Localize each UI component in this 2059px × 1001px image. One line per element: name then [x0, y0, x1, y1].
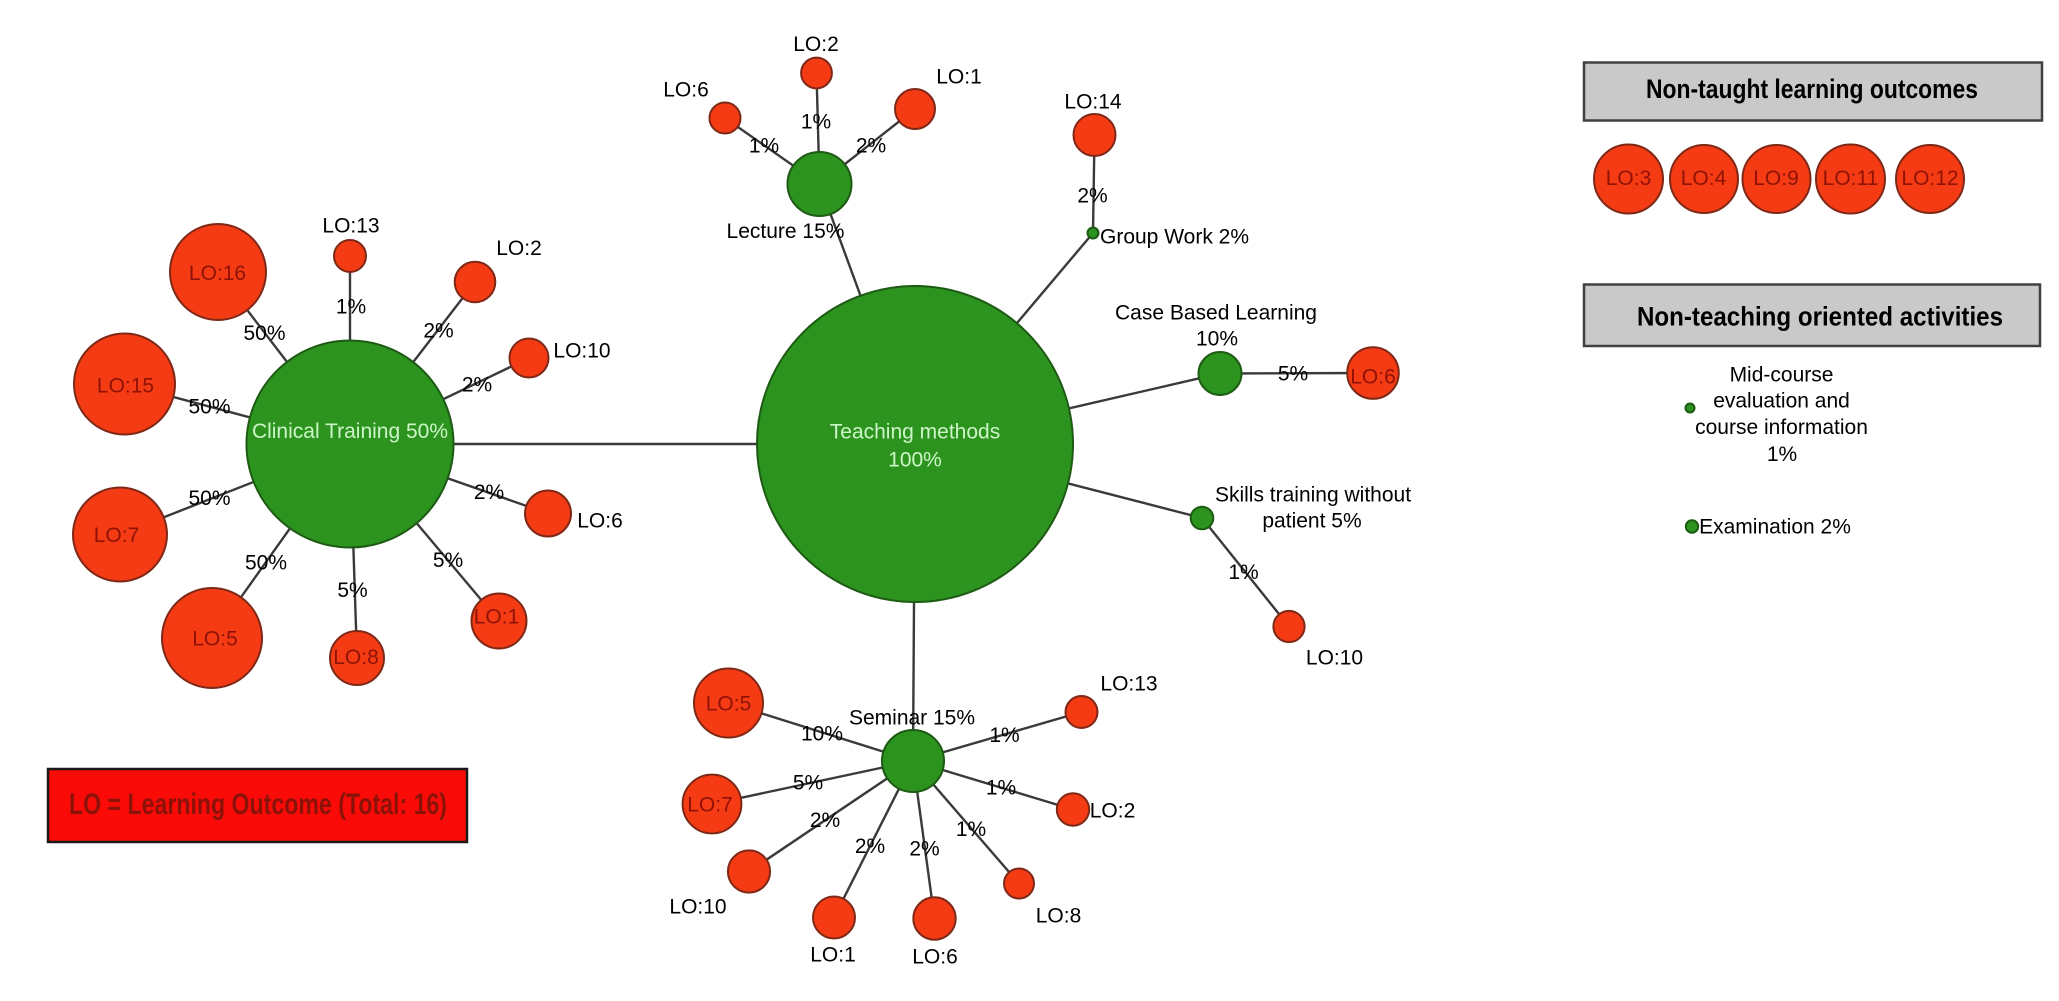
svg-text:50%: 50% — [188, 396, 230, 419]
svg-text:50%: 50% — [245, 552, 287, 575]
svg-text:LO = Learning Outcome (Total:: LO = Learning Outcome (Total: 16) — [69, 788, 447, 821]
svg-text:50%: 50% — [243, 322, 285, 345]
svg-text:1%: 1% — [336, 296, 366, 319]
svg-text:2%: 2% — [810, 809, 840, 832]
svg-text:50%: 50% — [188, 487, 230, 510]
svg-text:1%: 1% — [989, 724, 1019, 747]
svg-text:2%: 2% — [909, 838, 939, 861]
svg-text:Non-teaching oriented activiti: Non-teaching oriented activities — [1637, 302, 2003, 332]
svg-text:2%: 2% — [423, 320, 453, 343]
svg-text:LO:3: LO:3 — [1606, 167, 1652, 190]
svg-text:LO:13: LO:13 — [1100, 673, 1157, 696]
svg-text:2%: 2% — [474, 481, 504, 504]
svg-text:Case Based Learning: Case Based Learning — [1115, 302, 1317, 325]
svg-text:Teaching methods: Teaching methods — [830, 421, 1000, 444]
svg-text:5%: 5% — [433, 549, 463, 572]
svg-text:LO:12: LO:12 — [1901, 167, 1958, 190]
svg-text:Group Work 2%: Group Work 2% — [1100, 226, 1249, 249]
svg-text:LO:10: LO:10 — [553, 340, 610, 363]
svg-text:course information: course information — [1695, 416, 1868, 439]
svg-text:LO:2: LO:2 — [793, 33, 839, 56]
svg-text:LO:10: LO:10 — [669, 896, 726, 919]
svg-text:LO:2: LO:2 — [1090, 800, 1136, 823]
svg-text:Clinical Training 50%: Clinical Training 50% — [252, 420, 448, 443]
svg-text:2%: 2% — [1077, 185, 1107, 208]
svg-text:LO:5: LO:5 — [706, 693, 752, 716]
svg-text:LO:9: LO:9 — [1753, 167, 1799, 190]
svg-text:5%: 5% — [793, 772, 823, 795]
svg-text:LO:6: LO:6 — [577, 510, 623, 533]
svg-text:1%: 1% — [749, 135, 779, 158]
svg-text:1%: 1% — [956, 818, 986, 841]
svg-text:LO:7: LO:7 — [687, 794, 733, 817]
svg-text:LO:6: LO:6 — [1350, 366, 1396, 389]
svg-text:2%: 2% — [856, 135, 886, 158]
svg-text:1%: 1% — [1228, 561, 1258, 584]
svg-text:LO:16: LO:16 — [189, 262, 246, 285]
svg-text:5%: 5% — [1278, 363, 1308, 386]
svg-text:Seminar 15%: Seminar 15% — [849, 707, 975, 730]
svg-text:Lecture 15%: Lecture 15% — [727, 220, 845, 243]
svg-text:LO:8: LO:8 — [1036, 905, 1082, 928]
svg-text:10%: 10% — [1196, 328, 1238, 351]
svg-text:1%: 1% — [801, 111, 831, 134]
svg-text:2%: 2% — [855, 835, 885, 858]
svg-text:LO:2: LO:2 — [496, 237, 542, 260]
svg-text:LO:6: LO:6 — [912, 946, 958, 969]
svg-text:2%: 2% — [462, 374, 492, 397]
svg-text:LO:1: LO:1 — [936, 66, 982, 89]
svg-text:evaluation and: evaluation and — [1713, 390, 1850, 413]
svg-text:1%: 1% — [1767, 443, 1797, 466]
svg-text:LO:4: LO:4 — [1681, 167, 1727, 190]
svg-text:LO:5: LO:5 — [192, 628, 238, 651]
svg-text:100%: 100% — [888, 449, 942, 472]
svg-text:LO:10: LO:10 — [1306, 647, 1363, 670]
svg-text:5%: 5% — [337, 579, 367, 602]
svg-text:Non-taught learning outcomes: Non-taught learning outcomes — [1646, 74, 1978, 104]
svg-text:1%: 1% — [986, 777, 1016, 800]
svg-text:LO:15: LO:15 — [97, 375, 154, 398]
svg-text:LO:13: LO:13 — [322, 215, 379, 238]
svg-text:LO:8: LO:8 — [333, 646, 379, 669]
svg-text:LO:1: LO:1 — [474, 606, 520, 629]
svg-text:LO:7: LO:7 — [94, 524, 140, 547]
svg-text:Examination 2%: Examination 2% — [1699, 516, 1851, 539]
svg-text:LO:14: LO:14 — [1064, 91, 1122, 114]
svg-text:patient 5%: patient 5% — [1262, 510, 1361, 533]
svg-text:Mid-course: Mid-course — [1730, 364, 1834, 387]
svg-text:LO:11: LO:11 — [1823, 167, 1879, 190]
svg-text:LO:6: LO:6 — [663, 79, 709, 102]
svg-text:10%: 10% — [801, 723, 843, 746]
svg-text:LO:1: LO:1 — [810, 944, 856, 967]
svg-text:Skills training without: Skills training without — [1215, 484, 1411, 507]
